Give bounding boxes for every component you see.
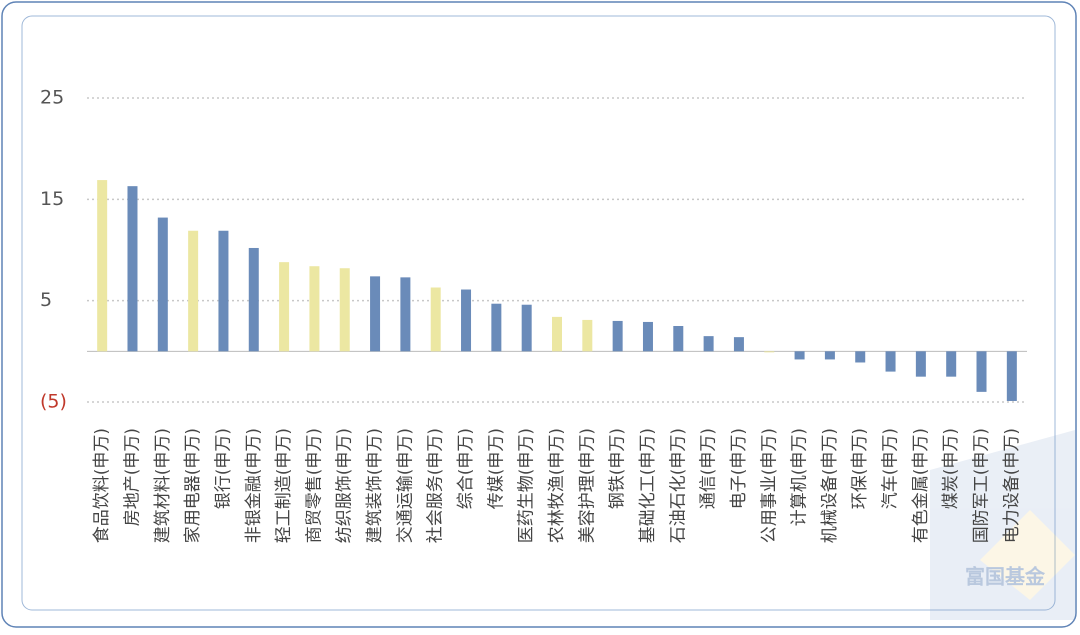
bar xyxy=(885,351,896,372)
inner-frame xyxy=(21,15,1056,611)
x-tick-label: 钢铁(申万) xyxy=(608,428,628,509)
bar xyxy=(279,262,290,352)
x-tick-label: 美容护理(申万) xyxy=(577,428,597,543)
bar xyxy=(491,303,502,352)
x-tick-label: 食品饮料(申万) xyxy=(92,428,112,543)
bar xyxy=(400,277,411,352)
x-tick-label: 非银金融(申万) xyxy=(244,428,264,543)
bar xyxy=(97,180,108,352)
bar xyxy=(946,351,957,377)
bar xyxy=(794,351,805,360)
bar xyxy=(218,230,229,352)
x-tick-label: 有色金属(申万) xyxy=(911,428,931,543)
x-tick-label: 建筑材料(申万) xyxy=(153,428,173,543)
x-tick-label: 农林牧渔(申万) xyxy=(547,428,567,543)
bar xyxy=(430,287,441,352)
bar xyxy=(521,304,532,352)
x-tick-label: 机械设备(申万) xyxy=(820,428,840,543)
x-tick-label: 电子(申万) xyxy=(729,428,749,509)
x-tick-label: 汽车(申万) xyxy=(881,428,901,509)
y-tick-label: 25 xyxy=(40,87,64,109)
x-tick-label: 计算机(申万) xyxy=(790,428,810,526)
y-tick-label: (5) xyxy=(40,391,67,413)
x-tick-label: 综合(申万) xyxy=(456,428,476,509)
bar xyxy=(339,268,350,352)
bar xyxy=(461,289,472,352)
x-tick-label: 银行(申万) xyxy=(213,428,233,509)
x-tick-label: 传媒(申万) xyxy=(486,428,506,509)
x-tick-label: 纺织服饰(申万) xyxy=(335,428,355,543)
watermark: 富国基金 xyxy=(965,565,1046,589)
bar xyxy=(915,351,926,377)
bar xyxy=(642,321,653,352)
bar xyxy=(976,351,987,392)
y-tick-label: 15 xyxy=(40,188,64,210)
x-tick-label: 基础化工(申万) xyxy=(638,428,658,543)
x-tick-label: 环保(申万) xyxy=(850,428,870,509)
bar xyxy=(370,276,381,352)
x-tick-label: 交通运输(申万) xyxy=(395,428,415,543)
x-tick-label: 煤炭(申万) xyxy=(941,428,961,509)
watermark-logo xyxy=(930,430,1075,620)
bar xyxy=(733,337,744,352)
x-tick-label: 房地产(申万) xyxy=(122,428,142,526)
bar xyxy=(764,351,775,353)
bar xyxy=(855,351,866,363)
bar xyxy=(703,336,714,352)
x-tick-label: 国防军工(申万) xyxy=(972,428,992,543)
bar xyxy=(673,326,684,352)
x-tick-label: 公用事业(申万) xyxy=(759,428,779,543)
bar xyxy=(582,319,593,352)
bar xyxy=(127,186,138,352)
x-tick-label: 轻工制造(申万) xyxy=(274,428,294,543)
y-tick-label: 5 xyxy=(40,289,52,311)
x-tick-label: 电力设备(申万) xyxy=(1002,428,1022,543)
x-tick-label: 商贸零售(申万) xyxy=(304,428,324,543)
x-tick-label: 社会服务(申万) xyxy=(426,428,446,543)
bar xyxy=(188,230,199,352)
bar xyxy=(309,266,320,352)
x-tick-label: 家用电器(申万) xyxy=(183,428,203,543)
x-tick-label: 通信(申万) xyxy=(699,428,719,509)
bar xyxy=(824,351,835,360)
bar xyxy=(248,247,259,352)
bar xyxy=(552,316,562,352)
bar xyxy=(1006,351,1017,401)
x-tick-label: 建筑装饰(申万) xyxy=(365,428,385,543)
x-tick-label: 石油石化(申万) xyxy=(668,428,688,543)
x-tick-label: 医药生物(申万) xyxy=(517,428,537,543)
bar xyxy=(157,217,168,352)
bar xyxy=(612,320,623,352)
